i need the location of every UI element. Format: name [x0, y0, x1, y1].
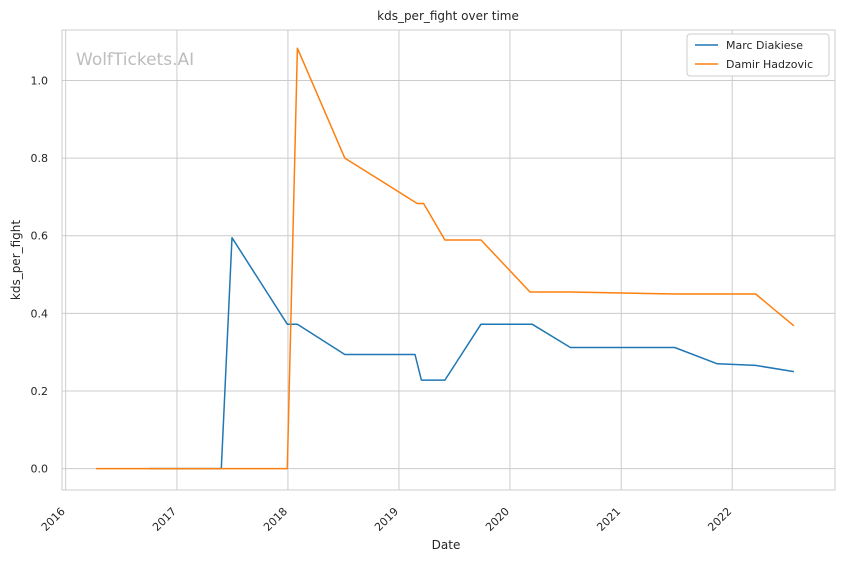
legend-items: Marc Diakiese Damir Hadzovic: [695, 39, 813, 71]
x-axis-label: Date: [432, 538, 461, 552]
grid: [62, 30, 835, 490]
y-axis-ticks: 0.0 0.2 0.4 0.6 0.8 1.0: [31, 74, 49, 475]
legend: Marc Diakiese Damir Hadzovic: [686, 33, 830, 77]
legend-label-0: Marc Diakiese: [726, 39, 803, 52]
chart-title: kds_per_fight over time: [377, 9, 519, 23]
y-tick-label: 1.0: [31, 74, 49, 87]
y-tick-label: 0.2: [31, 385, 49, 398]
watermark: WolfTickets.AI: [76, 50, 194, 70]
series-line-0: [149, 236, 795, 470]
plot-area-frame: [61, 29, 836, 491]
y-tick-label: 0.8: [31, 152, 49, 165]
legend-box: [686, 33, 830, 77]
series-line-1: [96, 47, 795, 470]
series-lines: [96, 47, 795, 470]
y-tick-label: 0.0: [31, 463, 49, 476]
y-tick-label: 0.6: [31, 230, 49, 243]
y-axis-label: kds_per_fight: [9, 220, 23, 301]
legend-label-1: Damir Hadzovic: [726, 58, 813, 71]
y-tick-label: 0.4: [31, 307, 49, 320]
